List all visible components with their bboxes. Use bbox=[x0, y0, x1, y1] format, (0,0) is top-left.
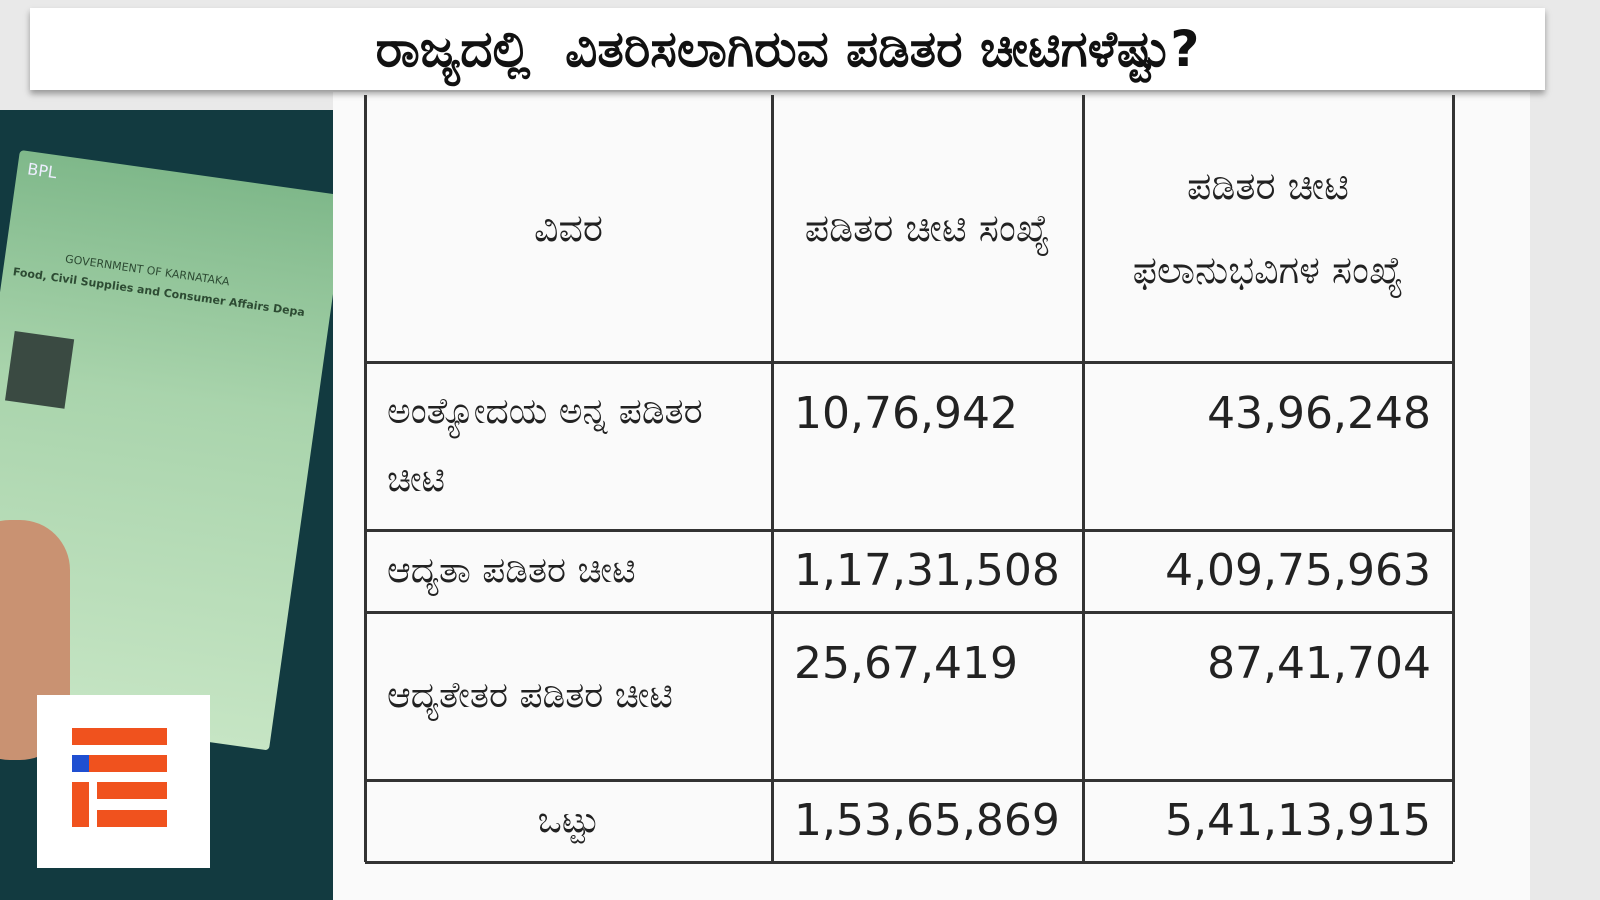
table-border bbox=[364, 95, 367, 862]
document-scan bbox=[333, 92, 1530, 900]
table-cell: 25,67,419 bbox=[794, 638, 1018, 689]
table-border bbox=[365, 779, 1453, 782]
table-border bbox=[365, 861, 1453, 864]
logo bbox=[37, 695, 210, 868]
row-label: ಅಂತ್ಯೋದಯ ಅನ್ನ ಪಡಿತರ ಚೀಟಿ bbox=[387, 390, 703, 500]
table-cell: 1,53,65,869 bbox=[794, 795, 1060, 847]
row-label: ಒಟ್ಟು bbox=[537, 799, 600, 841]
title: ರಾಜ್ಯದಲ್ಲಿ ವಿತರಿಸಲಾಗಿರುವ ಪಡಿತರ ಚೀಟಿಗಳೆಷ್… bbox=[30, 8, 1545, 90]
table-border bbox=[1082, 95, 1085, 862]
row-label: ಆದ್ಯತಾ ಪಡಿತರ ಚೀಟಿ bbox=[387, 549, 636, 591]
row-label: ಆದ್ಯತೇತರ ಪಡಿತರ ಚೀಟಿ bbox=[387, 674, 673, 716]
table-cell: 1,17,31,508 bbox=[794, 545, 1060, 597]
table-cell: 10,76,942 bbox=[794, 388, 1018, 439]
table: ವಿವರ ಪಡಿತರ ಚೀಟಿ ಸಂಖ್ಯೆ ಪಡಿತರ ಚೀಟಿ ಫಲಾನುಭವಿ… bbox=[364, 95, 1455, 864]
table-cell: 5,41,13,915 bbox=[1165, 795, 1431, 847]
table-cell: 43,96,248 bbox=[1207, 388, 1431, 439]
table-border bbox=[771, 95, 774, 862]
table-cell: 4,09,75,963 bbox=[1165, 545, 1431, 597]
table-border bbox=[365, 529, 1453, 532]
table-border bbox=[365, 361, 1453, 364]
table-border bbox=[365, 611, 1453, 614]
table-cell: 87,41,704 bbox=[1207, 638, 1431, 689]
table-border bbox=[1452, 95, 1455, 862]
column-header: ಪಡಿತರ ಚೀಟಿ ಸಂಖ್ಯೆ bbox=[804, 205, 1051, 250]
card-label: BPL bbox=[26, 159, 59, 183]
column-header: ವಿವರ bbox=[533, 205, 603, 250]
photo bbox=[5, 331, 75, 409]
column-header: ಪಡಿತರ ಚೀಟಿ ಫಲಾನುಭವಿಗಳ ಸಂಖ್ಯೆ bbox=[1132, 163, 1404, 292]
